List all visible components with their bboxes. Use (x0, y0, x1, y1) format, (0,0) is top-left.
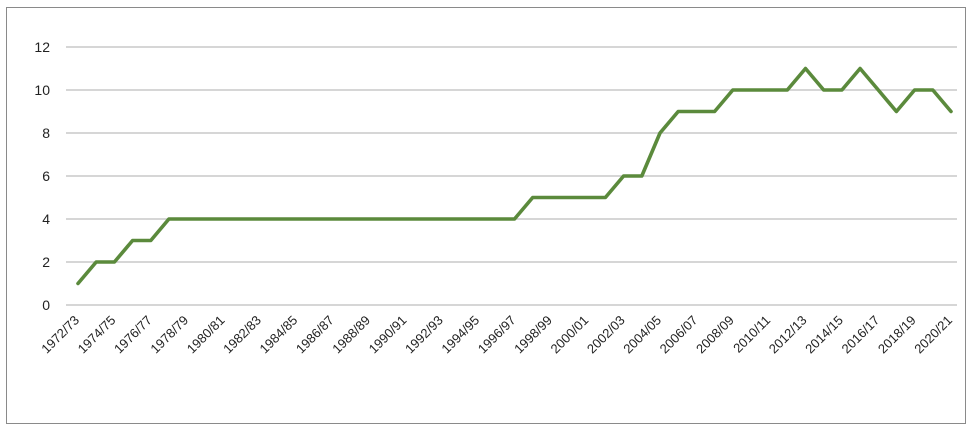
x-tick-label: 1984/85 (257, 313, 301, 357)
x-tick-label: 2004/05 (620, 313, 664, 357)
x-tick-label: 1992/93 (402, 313, 446, 357)
x-tick-label: 1996/97 (475, 313, 519, 357)
x-tick-label: 2010/11 (730, 313, 773, 356)
x-tick-label: 2018/19 (875, 313, 919, 357)
x-tick-label: 1980/81 (184, 313, 228, 357)
series-line-0 (76, 66, 953, 286)
x-tick-label: 2008/09 (693, 313, 737, 357)
x-tick-label: 2002/03 (584, 313, 628, 357)
x-tick-label: 1990/91 (366, 313, 410, 357)
series-layer (76, 66, 953, 286)
x-tick-label: 2006/07 (657, 313, 701, 357)
y-axis-ticks: 0 2 4 6 8 10 12 (34, 39, 50, 313)
x-tick-label: 2012/13 (766, 313, 810, 357)
x-axis-ticks: 1972/731974/751976/771978/791980/811982/… (38, 313, 955, 357)
gridlines (66, 46, 957, 306)
y-tick-label-10: 10 (34, 82, 50, 98)
y-tick-label-0: 0 (42, 297, 50, 313)
y-tick-label-6: 6 (42, 168, 50, 184)
x-tick-label: 1994/95 (438, 313, 482, 357)
x-tick-label: 2016/17 (839, 313, 883, 357)
x-tick-label: 1972/73 (38, 313, 82, 357)
y-tick-label-12: 12 (34, 39, 50, 55)
y-tick-label-8: 8 (42, 125, 50, 141)
chart-frame (6, 7, 966, 424)
x-tick-label: 1978/79 (147, 313, 191, 357)
x-tick-label: 2020/21 (911, 313, 955, 357)
x-tick-label: 2014/15 (802, 313, 846, 357)
x-tick-label: 1974/75 (75, 313, 119, 357)
x-tick-label: 1982/83 (220, 313, 264, 357)
x-tick-label: 1988/89 (329, 313, 373, 357)
y-tick-label-2: 2 (42, 254, 50, 270)
x-tick-label: 1976/77 (111, 313, 155, 357)
x-tick-label: 1986/87 (293, 313, 337, 357)
x-tick-label: 2000/01 (548, 313, 592, 357)
y-tick-label-4: 4 (42, 211, 50, 227)
x-tick-label: 1998/99 (511, 313, 555, 357)
